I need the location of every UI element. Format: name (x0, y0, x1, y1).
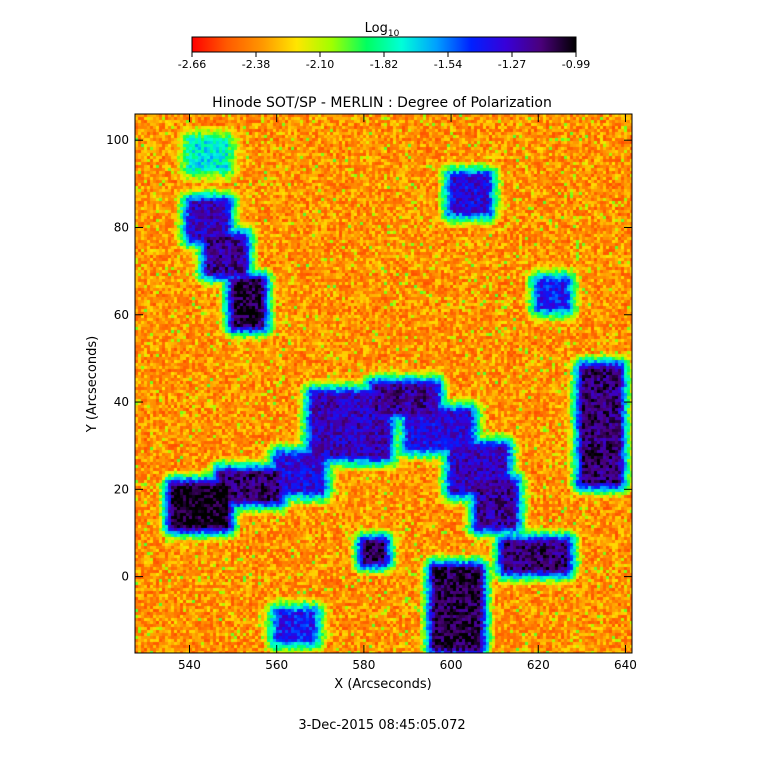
x-axis: 540 560 580 600 620 640 (178, 114, 637, 672)
colorbar-ticks: -2.66 -2.38 -2.10 -1.82 -1.54 -1.27 -0.99 (178, 52, 590, 71)
colorbar-label-subscript: 10 (388, 29, 400, 39)
y-tick-label: 80 (114, 220, 129, 234)
colorbar-tick-label: -1.27 (498, 58, 526, 71)
y-tick-label: 40 (114, 395, 129, 409)
y-axis: 0 20 40 60 80 100 (106, 133, 632, 584)
colorbar-tick-label: -2.66 (178, 58, 206, 71)
x-tick-label: 560 (265, 658, 288, 672)
colorbar-label: Log10 (365, 21, 400, 39)
timestamp: 3-Dec-2015 08:45:05.072 (298, 718, 465, 733)
y-tick-label: 60 (114, 308, 129, 322)
heatmap-image (135, 114, 632, 653)
colorbar: Log10 -2.66 -2.38 -2.10 -1.82 -1.54 -1.27 -0.9… (178, 21, 590, 71)
x-tick-label: 600 (440, 658, 463, 672)
y-tick-label: 20 (114, 482, 129, 496)
colorbar-tick-label: -2.38 (242, 58, 270, 71)
x-axis-label: X (Arcseconds) (334, 677, 431, 692)
x-tick-label: 620 (527, 658, 550, 672)
y-axis-label: Y (Arcseconds) (85, 336, 100, 433)
plot-frame (134, 113, 633, 654)
colorbar-tick-label: -1.54 (434, 58, 462, 71)
colorbar-tick-label: -1.82 (370, 58, 398, 71)
x-tick-label: 640 (614, 658, 637, 672)
plot-area: 540 560 580 600 620 640 0 20 40 60 80 100 (106, 113, 637, 672)
x-tick-label: 580 (352, 658, 375, 672)
colorbar-tick-label: -0.99 (562, 58, 590, 71)
x-tick-label: 540 (178, 658, 201, 672)
colorbar-gradient (191, 36, 577, 53)
y-tick-label: 100 (106, 133, 129, 147)
colorbar-tick-label: -2.10 (306, 58, 334, 71)
y-tick-label: 0 (121, 570, 129, 584)
chart-title: Hinode SOT/SP - MERLIN : Degree of Polar… (212, 95, 552, 111)
